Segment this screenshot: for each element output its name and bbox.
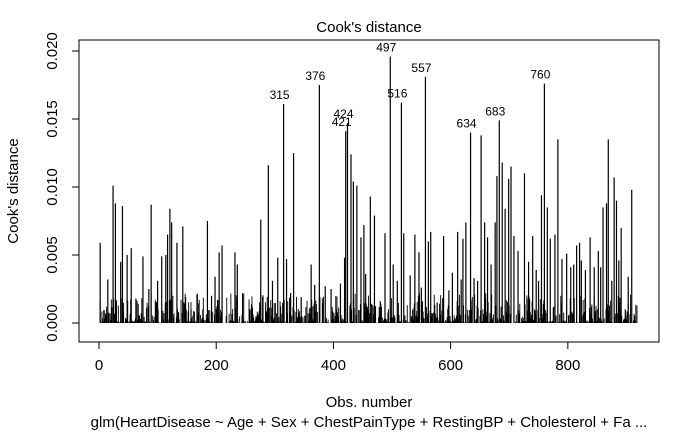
x-tick-label: 200 [204, 357, 229, 374]
point-label-421: 421 [332, 115, 352, 129]
y-axis: 0.000 0.005 0.010 0.015 0.020 [44, 32, 80, 342]
y-tick-label: 0.005 [44, 236, 61, 274]
y-tick-label: 0.000 [44, 304, 61, 342]
y-axis-label: Cook's distance [5, 138, 22, 243]
y-tick-label: 0.015 [44, 100, 61, 138]
point-label-376: 376 [305, 69, 325, 83]
x-tick-label: 600 [438, 357, 463, 374]
y-tick-label: 0.020 [44, 32, 61, 70]
x-tick-label: 0 [95, 357, 103, 374]
spike-series [99, 56, 638, 323]
point-label-424: 424 [333, 107, 353, 121]
x-axis-label: Obs. number [326, 394, 413, 411]
point-label-557: 557 [411, 61, 431, 75]
point-label-634: 634 [457, 117, 477, 131]
model-subtitle: glm(HeartDisease ~ Age + Sex + ChestPain… [91, 414, 648, 431]
point-label-516: 516 [387, 87, 407, 101]
x-tick-label: 800 [555, 357, 580, 374]
x-tick-label: 400 [321, 357, 346, 374]
chart-title: Cook's distance [316, 19, 421, 36]
x-axis: 0 200 400 600 800 [95, 341, 580, 374]
point-label-497: 497 [376, 40, 396, 54]
point-label-683: 683 [485, 104, 505, 118]
point-label-315: 315 [270, 88, 290, 102]
y-tick-label: 0.010 [44, 168, 61, 206]
point-label-760: 760 [530, 68, 550, 82]
